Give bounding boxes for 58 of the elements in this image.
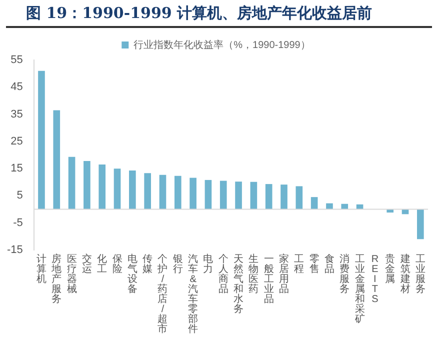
x-tick-label: 电力 [203, 252, 214, 275]
x-tick-label: 汽车&汽车零部件 [188, 252, 198, 335]
bar [98, 164, 106, 210]
x-tick-label: 家居用品 [279, 252, 289, 295]
bar [68, 156, 76, 210]
x-tick-label: 工程 [294, 254, 304, 275]
bar [144, 173, 151, 210]
x-tick-label: 计算机 [36, 252, 46, 285]
bar [174, 176, 182, 210]
x-tick-label: 消费服务 [340, 252, 350, 295]
bar [114, 168, 121, 210]
bar [220, 180, 227, 210]
bar [250, 182, 258, 210]
y-tick-label: 5 [16, 190, 23, 202]
x-tick-label: 天然气和水务 [234, 254, 244, 315]
x-tick-label: 一般工业品 [264, 254, 274, 305]
legend-label: 行业指数年化收益率（%，1990-1999） [134, 38, 310, 51]
y-tick-label: 55 [10, 54, 23, 66]
bar [53, 110, 60, 210]
bar [204, 180, 212, 210]
x-tick-label: 生物医药 [248, 252, 259, 295]
bar [235, 182, 242, 210]
bar [190, 178, 196, 210]
x-tick-label: 建筑建材 [399, 252, 410, 295]
bar [310, 197, 318, 210]
y-tick-label: -5 [13, 216, 23, 229]
x-tick-label: 零售 [309, 254, 320, 275]
x-tick-label: 工业服务 [415, 254, 426, 295]
x-tick-label: 贵金属 [385, 252, 396, 285]
y-tick-label: 15 [10, 162, 23, 175]
bar [159, 174, 166, 210]
bar [84, 160, 90, 210]
bar [129, 170, 136, 210]
x-tick-label: 食品 [324, 252, 334, 275]
x-tick-label: 交运 [82, 252, 92, 275]
bar [341, 204, 348, 210]
bar [265, 184, 272, 210]
x-tick-label: 化工 [97, 252, 108, 275]
bar [280, 184, 288, 210]
x-tick-label: 房地产服务 [50, 252, 62, 305]
bar [38, 70, 45, 210]
x-tick-label: REITS [371, 254, 379, 305]
x-tick-label: 保险 [112, 254, 122, 275]
chart-title: 图 19：1990-1999 计算机、房地产年化收益居前 [6, 0, 432, 28]
x-tick-label: 个人商品 [218, 252, 228, 295]
y-tick-label: 45 [10, 81, 23, 94]
x-tick-label: 工业金属和采矿 [354, 254, 365, 325]
x-tick-label: 银行 [172, 254, 183, 275]
x-tick-label: 电气设备 [127, 252, 138, 295]
x-tick-label: 个护/药店/超市 [156, 252, 168, 335]
y-tick-label: 35 [10, 108, 23, 120]
bar [417, 209, 424, 240]
x-tick-label: 传媒 [142, 254, 153, 275]
y-tick-label: 25 [10, 135, 23, 148]
bar [326, 203, 333, 210]
bar [296, 186, 303, 210]
x-tick-label: 医疗器械 [66, 254, 77, 295]
y-tick-label: -15 [6, 244, 23, 256]
